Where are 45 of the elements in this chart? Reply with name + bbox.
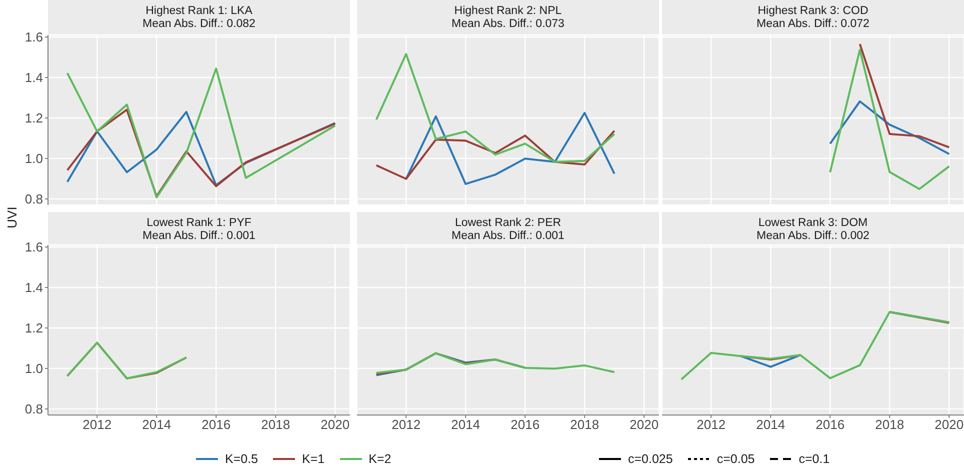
x-tick-label: 2020 <box>630 417 659 432</box>
chart-subtitle: Mean Abs. Diff.: 0.073 <box>450 18 566 31</box>
chart-title: Highest Rank 3: COD <box>756 5 870 18</box>
y-tick-label: 1.0 <box>24 361 43 376</box>
x-tick-label: 2018 <box>570 417 600 432</box>
legend-label: K=2 <box>368 452 392 466</box>
y-tick-label: 1.2 <box>24 110 43 126</box>
x-tick-label: 2012 <box>696 417 726 432</box>
chart-title: Lowest Rank 2: PER <box>454 217 562 230</box>
y-tick-label: 1.6 <box>24 30 43 45</box>
y-tick-label: 1.2 <box>24 320 43 336</box>
y-axis-title: UVI <box>4 206 20 228</box>
y-tick-label: 1.0 <box>24 151 43 166</box>
x-tick-label: 2018 <box>261 417 290 432</box>
x-tick-label: 2012 <box>82 417 112 432</box>
legend-label: c=0.025 <box>628 452 673 466</box>
chart-title: Lowest Rank 1: PYF <box>146 217 252 230</box>
x-tick-label: 2016 <box>202 417 231 432</box>
x-tick-label: 2018 <box>875 417 904 432</box>
x-tick-label: 2016 <box>816 417 845 432</box>
x-tick-label: 2014 <box>142 417 172 432</box>
x-tick-label: 2016 <box>510 417 540 432</box>
line-series <box>66 68 336 198</box>
chart-subtitle: Mean Abs. Diff.: 0.002 <box>756 230 870 243</box>
chart-subtitle: Mean Abs. Diff.: 0.072 <box>756 18 870 31</box>
chart-subtitle: Mean Abs. Diff.: 0.001 <box>450 230 566 243</box>
y-tick-label: 0.8 <box>24 192 43 207</box>
y-tick-label: 1.4 <box>24 70 43 86</box>
x-tick-label: 2014 <box>756 417 786 432</box>
chart-subtitle: Mean Abs. Diff.: 0.082 <box>142 18 256 31</box>
x-tick-label: 2020 <box>934 417 964 432</box>
chart-title: Highest Rank 1: LKA <box>144 5 254 18</box>
legend-label: K=1 <box>302 452 325 466</box>
legend-label: c=0.05 <box>716 452 755 466</box>
chart-title: Highest Rank 2: NPL <box>453 5 563 18</box>
y-tick-label: 0.8 <box>24 402 43 417</box>
y-tick-label: 1.4 <box>24 280 43 296</box>
x-tick-label: 2020 <box>320 417 350 432</box>
legend-label: K=0.5 <box>225 452 258 466</box>
x-tick-label: 2014 <box>451 417 480 432</box>
x-tick-label: 2012 <box>392 417 421 432</box>
legend-label: c=0.1 <box>798 452 830 466</box>
chart-title: Lowest Rank 3: DOM <box>757 217 869 230</box>
chart-subtitle: Mean Abs. Diff.: 0.001 <box>142 230 256 243</box>
y-tick-label: 1.6 <box>24 240 43 255</box>
